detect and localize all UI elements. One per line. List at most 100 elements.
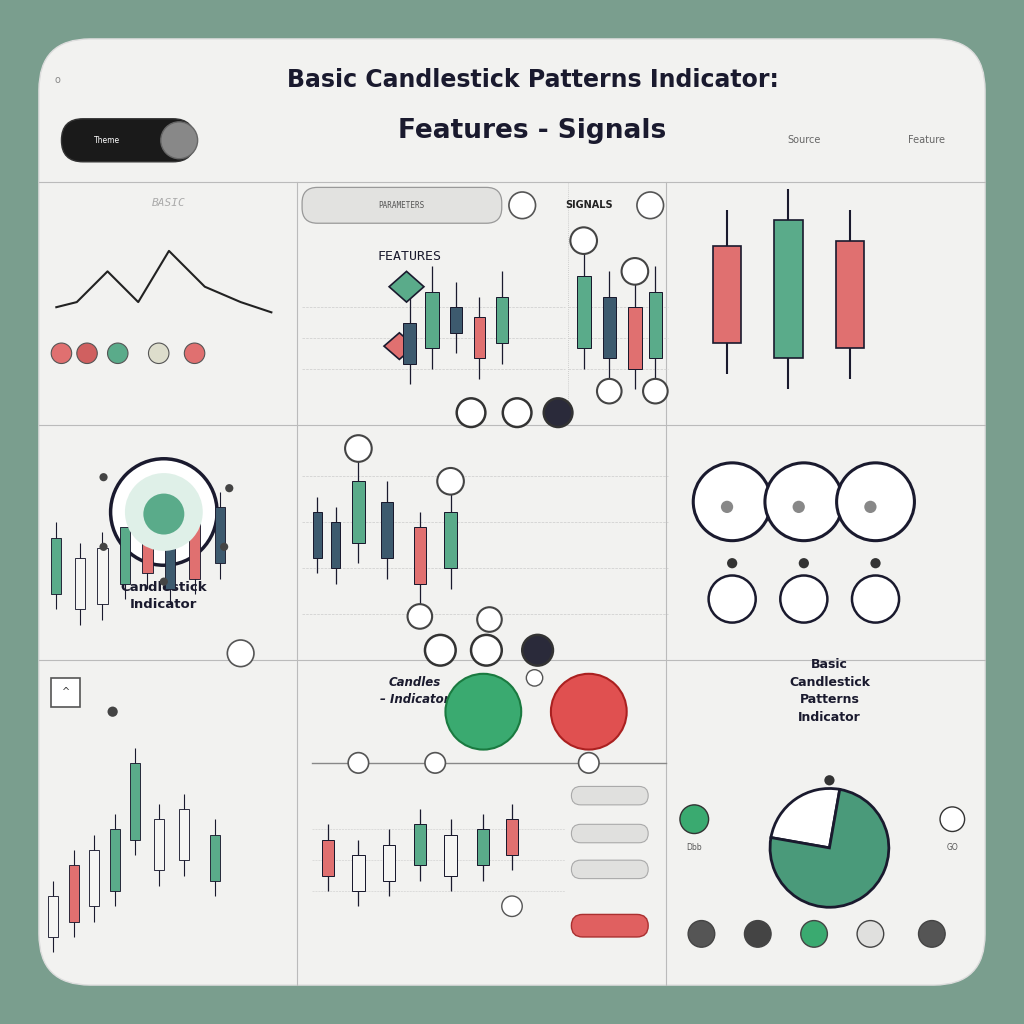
Bar	[629, 307, 641, 369]
Circle shape	[437, 468, 464, 495]
Bar	[836, 241, 864, 348]
Circle shape	[799, 558, 809, 568]
Circle shape	[919, 921, 945, 947]
Bar	[179, 809, 189, 860]
Text: Features - Signals: Features - Signals	[398, 118, 667, 144]
Text: PARAMETERS: PARAMETERS	[378, 201, 425, 210]
Text: Basic
Candlestick
Patterns
Indicator: Basic Candlestick Patterns Indicator	[788, 658, 870, 724]
Bar	[426, 292, 438, 348]
Bar	[602, 297, 616, 358]
Circle shape	[408, 604, 432, 629]
Text: Candles
– Indicator: Candles – Indicator	[380, 676, 450, 707]
Circle shape	[425, 753, 445, 773]
Text: GO: GO	[946, 844, 958, 852]
Circle shape	[870, 558, 881, 568]
Circle shape	[445, 674, 521, 750]
Text: Theme: Theme	[94, 136, 121, 144]
Bar	[48, 896, 58, 937]
Circle shape	[111, 459, 217, 565]
Circle shape	[143, 494, 184, 535]
Text: Feature: Feature	[908, 135, 945, 145]
FancyBboxPatch shape	[571, 860, 648, 879]
Bar	[450, 307, 462, 333]
Bar	[496, 297, 508, 343]
Text: BASIC: BASIC	[153, 198, 185, 208]
Bar	[210, 835, 220, 881]
Circle shape	[220, 543, 228, 551]
Circle shape	[579, 753, 599, 773]
Bar	[120, 527, 130, 584]
Circle shape	[125, 473, 203, 551]
Circle shape	[680, 805, 709, 834]
Text: SIGNALS: SIGNALS	[565, 201, 612, 210]
Circle shape	[837, 463, 914, 541]
Circle shape	[160, 578, 168, 586]
Bar	[352, 481, 366, 543]
Circle shape	[471, 635, 502, 666]
Bar	[332, 522, 340, 568]
Circle shape	[721, 501, 733, 513]
Bar	[381, 502, 393, 558]
Circle shape	[643, 379, 668, 403]
Bar	[142, 512, 153, 573]
Bar	[130, 763, 140, 840]
Bar	[649, 292, 662, 358]
Circle shape	[824, 775, 835, 785]
Circle shape	[108, 707, 118, 717]
FancyBboxPatch shape	[571, 914, 648, 937]
FancyBboxPatch shape	[39, 39, 985, 985]
Circle shape	[503, 398, 531, 427]
Circle shape	[780, 575, 827, 623]
Circle shape	[793, 501, 805, 513]
Bar	[473, 317, 485, 358]
Text: ^: ^	[61, 687, 70, 697]
Polygon shape	[389, 271, 424, 302]
Circle shape	[544, 398, 572, 427]
Circle shape	[570, 227, 597, 254]
Circle shape	[348, 753, 369, 773]
Bar	[89, 850, 99, 906]
Circle shape	[425, 635, 456, 666]
Bar	[165, 532, 175, 589]
Circle shape	[509, 191, 536, 218]
FancyBboxPatch shape	[571, 824, 648, 843]
Circle shape	[637, 191, 664, 218]
Circle shape	[225, 484, 233, 493]
Bar	[774, 220, 803, 358]
Circle shape	[457, 398, 485, 427]
Circle shape	[940, 807, 965, 831]
Circle shape	[597, 379, 622, 403]
Bar	[352, 855, 365, 891]
Bar	[322, 840, 334, 876]
Circle shape	[108, 343, 128, 364]
Circle shape	[477, 607, 502, 632]
Circle shape	[765, 463, 843, 541]
Circle shape	[688, 921, 715, 947]
Polygon shape	[384, 333, 415, 359]
Circle shape	[184, 343, 205, 364]
Wedge shape	[771, 788, 840, 848]
Text: Basic Candlestick Patterns Indicator:: Basic Candlestick Patterns Indicator:	[287, 68, 778, 92]
Text: Candlestick
Indicator: Candlestick Indicator	[121, 581, 207, 611]
Bar	[477, 829, 489, 865]
Bar	[215, 507, 225, 563]
Circle shape	[51, 343, 72, 364]
Circle shape	[99, 543, 108, 551]
Circle shape	[801, 921, 827, 947]
FancyBboxPatch shape	[571, 786, 648, 805]
Bar	[75, 558, 85, 609]
Bar	[110, 829, 120, 891]
Text: o: o	[54, 75, 60, 85]
Circle shape	[161, 122, 198, 159]
Bar	[51, 678, 80, 707]
Circle shape	[857, 921, 884, 947]
Circle shape	[727, 558, 737, 568]
Bar	[414, 824, 426, 865]
Bar	[403, 323, 416, 364]
Text: FEATURES: FEATURES	[378, 250, 441, 262]
Circle shape	[709, 575, 756, 623]
Bar	[506, 819, 518, 855]
Bar	[383, 845, 395, 881]
Circle shape	[522, 635, 553, 666]
Bar	[154, 819, 164, 870]
